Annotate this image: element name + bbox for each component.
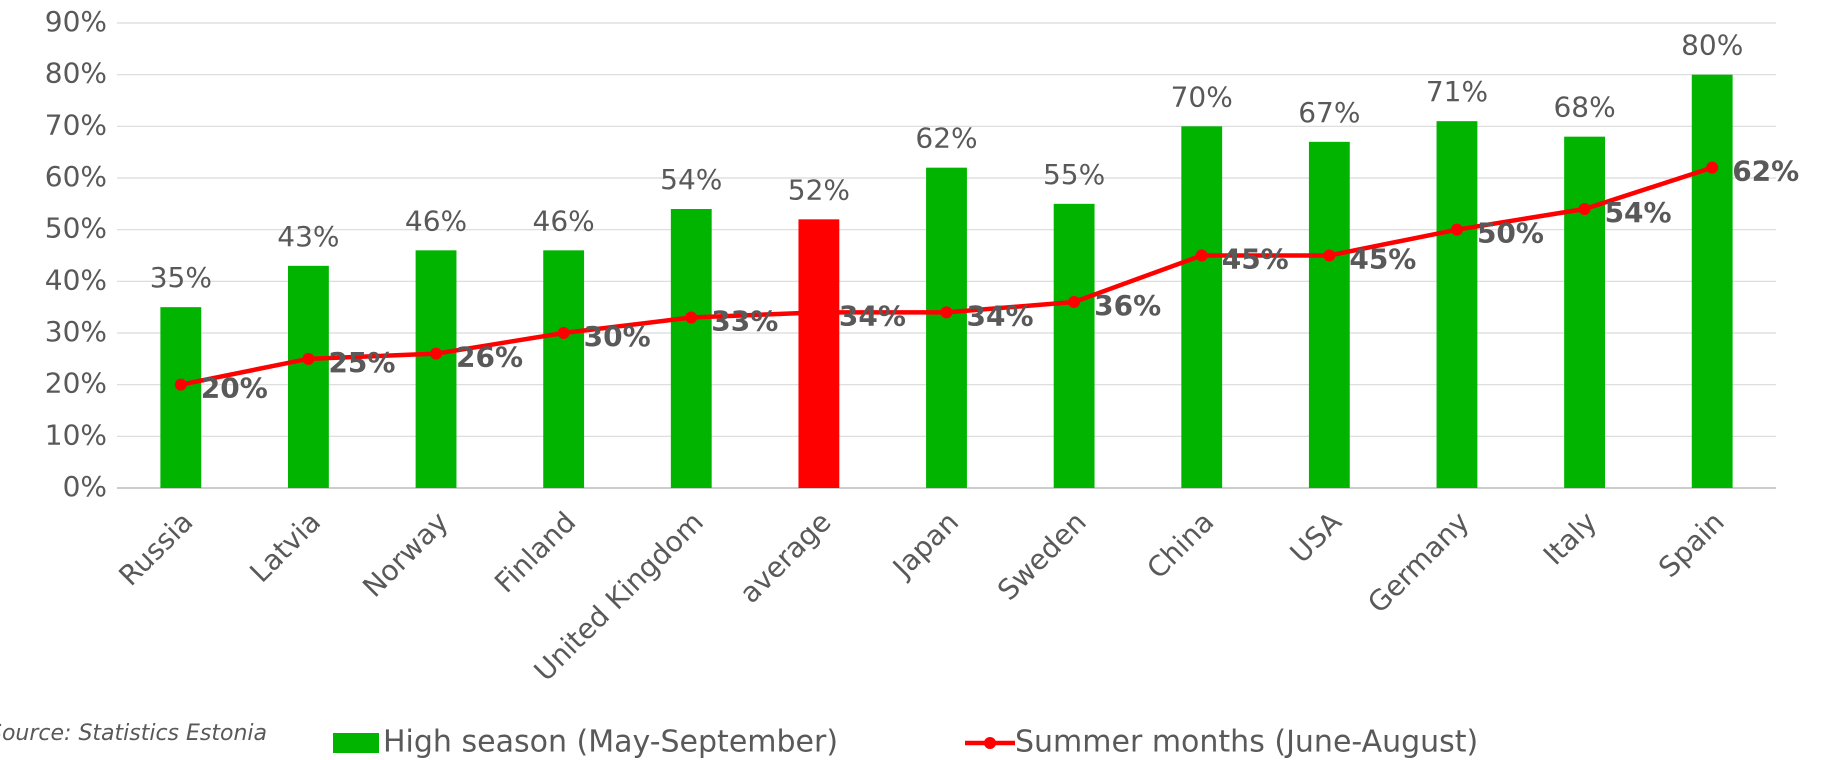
- x-tick-label: Russia: [112, 505, 199, 592]
- source-note: Source: Statistics Estonia: [0, 721, 267, 746]
- x-tick-label: average: [733, 505, 837, 609]
- line-point: [812, 306, 825, 319]
- bar: [1436, 121, 1478, 489]
- line-point: [1450, 223, 1463, 236]
- bar-value-label: 43%: [277, 220, 339, 253]
- line-point: [1578, 203, 1591, 215]
- legend-label: High season (May-September): [383, 725, 838, 760]
- line-point: [1068, 296, 1081, 308]
- bar: [798, 219, 840, 489]
- line-value-label: 26%: [456, 341, 523, 374]
- legend-swatch-point: [984, 737, 996, 749]
- legend-label: Summer months (June-August): [1015, 725, 1478, 760]
- line-point: [174, 378, 187, 391]
- line-value-label: 34%: [967, 299, 1034, 332]
- line-point: [1323, 249, 1336, 262]
- y-tick-label: 50%: [45, 212, 107, 245]
- y-tick-label: 80%: [45, 57, 107, 90]
- line-value-label: 25%: [328, 346, 395, 379]
- line-value-label: 33%: [711, 305, 778, 338]
- line-value-label: 36%: [1094, 289, 1161, 322]
- bar-value-label: 67%: [1298, 96, 1360, 129]
- bar-value-label: 52%: [788, 173, 850, 206]
- y-tick-label: 90%: [45, 5, 107, 38]
- x-tick-label: Latvia: [243, 505, 327, 589]
- line-value-label: 50%: [1477, 217, 1544, 250]
- x-tick-label: Japan: [885, 505, 965, 585]
- line-value-label: 45%: [1222, 243, 1289, 276]
- y-tick-label: 40%: [45, 263, 107, 296]
- line-point: [1706, 161, 1719, 174]
- bar: [415, 250, 457, 488]
- y-tick-label: 10%: [45, 418, 107, 451]
- bar: [1691, 74, 1733, 489]
- line-point: [302, 352, 315, 365]
- bar: [1564, 136, 1605, 488]
- bar: [670, 209, 712, 488]
- bar-value-label: 71%: [1426, 75, 1488, 108]
- y-tick-label: 70%: [45, 108, 107, 141]
- x-tick-label: Norway: [356, 505, 454, 603]
- x-tick-label: Finland: [488, 505, 582, 599]
- line-value-label: 34%: [839, 299, 906, 332]
- line-value-label: 30%: [584, 320, 651, 353]
- line-point: [1195, 249, 1208, 262]
- line-value-label: 20%: [201, 372, 268, 405]
- bar: [1181, 126, 1223, 488]
- bar-value-label: 80%: [1681, 29, 1743, 62]
- x-tick-label: Germany: [1361, 505, 1475, 619]
- bar: [543, 250, 585, 488]
- bar-value-label: 54%: [660, 163, 722, 196]
- y-tick-label: 20%: [45, 367, 107, 400]
- bar-value-label: 46%: [405, 204, 467, 237]
- x-tick-label: China: [1140, 505, 1220, 585]
- bar-value-label: 70%: [1171, 80, 1233, 113]
- x-tick-label: Italy: [1537, 505, 1603, 571]
- bar: [1308, 141, 1350, 489]
- bar: [1053, 203, 1095, 489]
- y-tick-label: 0%: [63, 470, 107, 503]
- line-value-label: 45%: [1349, 243, 1416, 276]
- y-tick-label: 60%: [45, 160, 107, 193]
- bar-value-label: 46%: [533, 204, 595, 237]
- legend-swatch: [333, 733, 379, 753]
- bar-value-label: 35%: [150, 261, 212, 294]
- x-tick-label: Spain: [1652, 505, 1731, 584]
- bar-value-label: 62%: [915, 122, 977, 155]
- line-value-label: 54%: [1605, 196, 1672, 229]
- bar-value-label: 55%: [1043, 158, 1105, 191]
- line-point: [685, 311, 698, 324]
- line-point: [557, 327, 570, 339]
- line-value-label: 62%: [1732, 155, 1799, 188]
- x-tick-label: USA: [1284, 505, 1348, 569]
- y-tick-label: 30%: [45, 315, 107, 348]
- bar: [288, 265, 329, 488]
- x-tick-label: Sweden: [991, 505, 1093, 607]
- bar-value-label: 68%: [1553, 91, 1615, 124]
- line-point: [940, 306, 953, 319]
- bar: [926, 167, 967, 488]
- line-point: [430, 347, 443, 360]
- bar: [160, 307, 202, 488]
